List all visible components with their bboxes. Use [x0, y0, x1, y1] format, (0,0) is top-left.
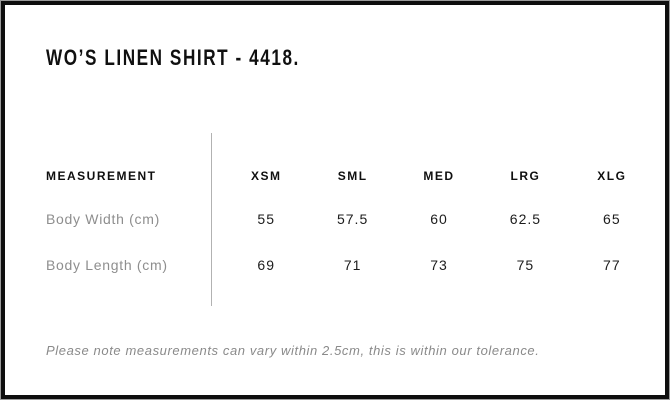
column-header-sml: SML: [337, 169, 368, 183]
table-row-body-width: Body Width (cm) 55 57.5 60 62.5 65: [5, 210, 665, 228]
row-values-body-width: 55 57.5 60 62.5 65: [211, 211, 665, 227]
tolerance-note: Please note measurements can vary within…: [46, 343, 540, 358]
row-label-body-length: Body Length (cm): [46, 257, 168, 273]
value-body-length-xlg: 77: [603, 257, 621, 273]
table-header-row: MEASUREMENT XSM SML MED LRG XLG: [5, 167, 665, 185]
page-title: WO’S LINEN SHIRT - 4418.: [46, 45, 300, 70]
column-header-med: MED: [423, 169, 455, 183]
table-row-body-length: Body Length (cm) 69 71 73 75 77: [5, 256, 665, 274]
value-body-length-xsm: 69: [257, 257, 275, 273]
row-values-body-length: 69 71 73 75 77: [211, 257, 665, 273]
column-header-xlg: XLG: [597, 169, 627, 183]
column-header-measurement: MEASUREMENT: [46, 169, 157, 183]
value-body-length-med: 73: [430, 257, 448, 273]
value-body-width-xsm: 55: [257, 211, 275, 227]
value-body-width-med: 60: [430, 211, 448, 227]
row-label-body-width: Body Width (cm): [46, 211, 160, 227]
value-body-length-sml: 71: [343, 257, 362, 273]
column-header-lrg: LRG: [510, 169, 541, 183]
value-body-width-lrg: 62.5: [509, 211, 542, 227]
value-body-length-lrg: 75: [516, 257, 535, 273]
size-columns-header: XSM SML MED LRG XLG: [211, 169, 665, 183]
value-body-width-sml: 57.5: [336, 211, 369, 227]
table-divider-line: [211, 133, 212, 306]
column-header-xsm: XSM: [250, 169, 282, 183]
value-body-width-xlg: 65: [603, 211, 621, 227]
